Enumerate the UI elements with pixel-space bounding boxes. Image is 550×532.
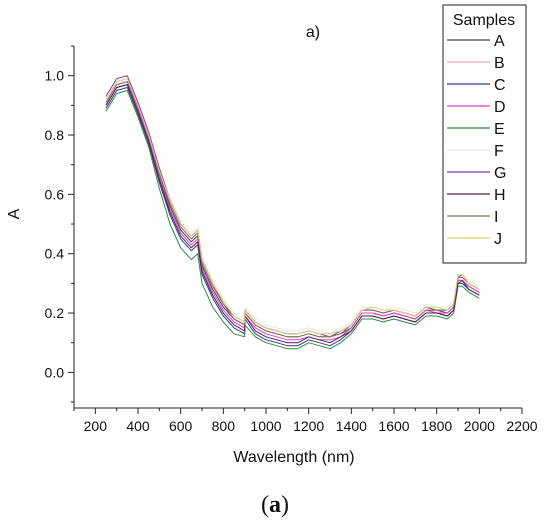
x-tick-label: 800: [212, 418, 236, 434]
series-line-f: [105, 78, 480, 335]
x-tick-label: 1000: [250, 418, 281, 434]
x-tick-label: 1400: [336, 418, 367, 434]
series-line-e: [105, 90, 480, 350]
y-tick-label: 0.0: [45, 364, 65, 380]
x-tick-label: 1200: [293, 418, 324, 434]
series-line-j: [105, 78, 480, 335]
caption-close-paren: ): [281, 492, 289, 518]
legend-title: Samples: [453, 12, 515, 29]
legend-label-e: E: [494, 121, 505, 138]
x-tick-label: 400: [126, 418, 150, 434]
series-line-g: [105, 75, 480, 338]
series-line-b: [105, 78, 480, 338]
series-line-d: [105, 81, 480, 341]
legend-label-h: H: [494, 187, 506, 204]
legend-label-f: F: [494, 143, 504, 160]
legend-box: [442, 4, 527, 264]
y-axis-label: A: [6, 208, 23, 219]
legend-label-c: C: [494, 77, 506, 94]
x-tick-label: 2200: [506, 418, 537, 434]
figure-caption: (a): [0, 492, 550, 519]
series-line-h: [105, 84, 480, 344]
series-line-i: [105, 81, 480, 338]
x-tick-label: 1800: [421, 418, 452, 434]
caption-open-paren: (: [261, 492, 269, 518]
legend-label-i: I: [494, 209, 498, 226]
legend-label-g: G: [494, 165, 506, 182]
x-tick-label: 1600: [378, 418, 409, 434]
y-tick-label: 0.6: [45, 186, 65, 202]
y-tick-label: 0.2: [45, 305, 65, 321]
y-tick-label: 0.8: [45, 127, 65, 143]
legend-label-b: B: [494, 55, 505, 72]
y-tick-label: 1.0: [45, 68, 65, 84]
spectra-chart: 200 400 600 800 1000 1200 1400 1600 1800 2000 2200…: [6, 4, 538, 466]
legend-label-d: D: [494, 99, 506, 116]
chart-title: a): [306, 24, 320, 41]
axes: 200 400 600 800 1000 1200 1400 1600 1800 2000 2200…: [45, 45, 538, 434]
x-tick-label: 200: [84, 418, 108, 434]
x-tick-label: 600: [169, 418, 193, 434]
plot-area: [105, 75, 480, 350]
x-tick-label: 2000: [464, 418, 495, 434]
x-axis-label: Wavelength (nm): [233, 449, 354, 466]
y-tick-label: 0.4: [45, 246, 65, 262]
series-line-a: [105, 84, 480, 338]
legend-label-a: A: [494, 33, 505, 50]
legend-label-j: J: [494, 231, 502, 248]
caption-letter: a: [269, 492, 281, 518]
